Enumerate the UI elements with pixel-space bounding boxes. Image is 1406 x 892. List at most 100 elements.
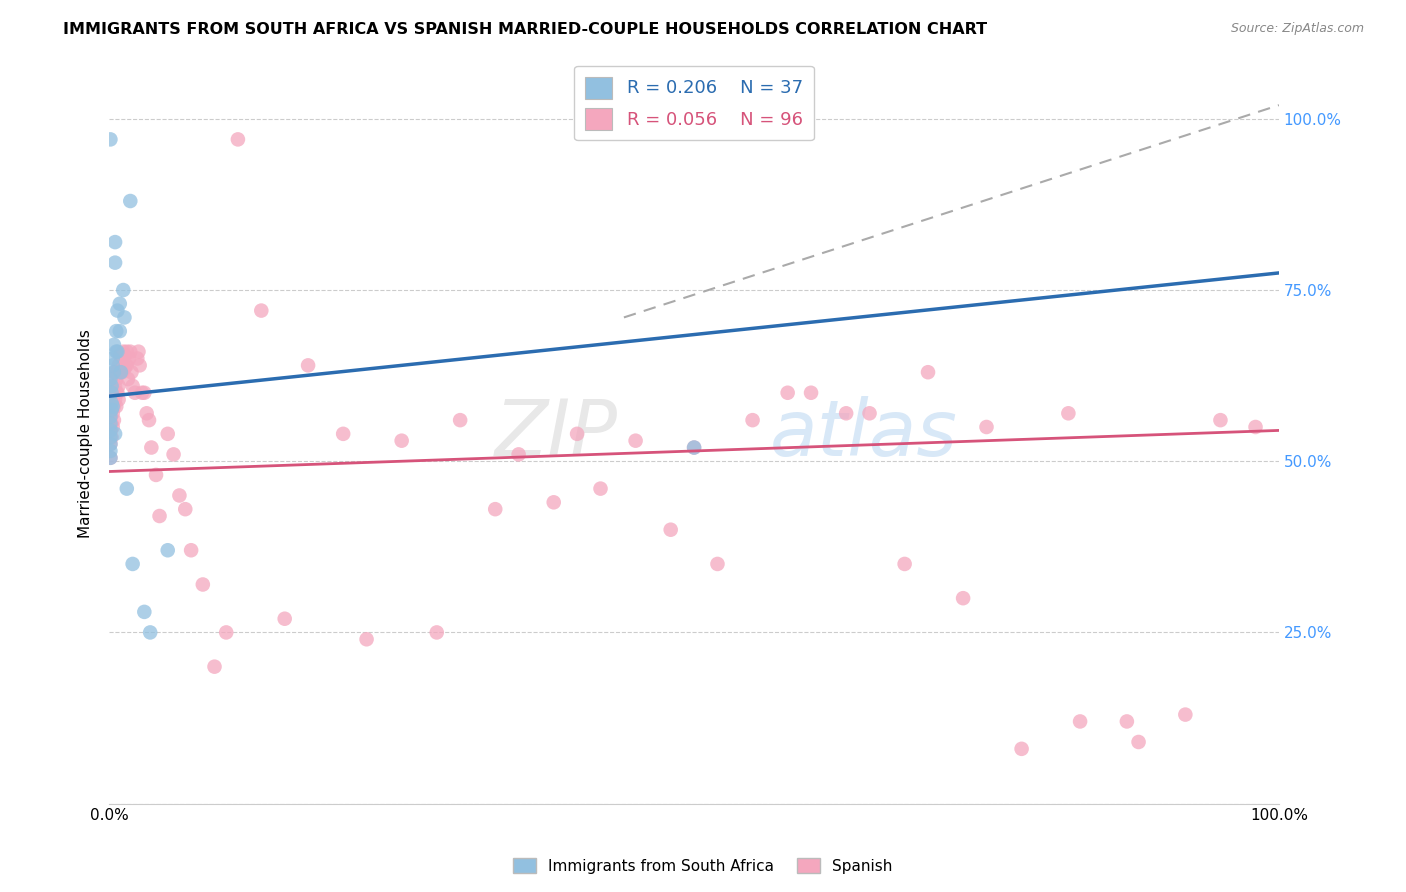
Point xyxy=(114,348,136,362)
Point xyxy=(250,303,273,318)
Text: atlas: atlas xyxy=(770,396,957,472)
Point xyxy=(191,577,214,591)
Point xyxy=(134,605,156,619)
Point xyxy=(108,348,131,362)
Point xyxy=(112,283,135,297)
Point xyxy=(356,632,378,647)
Point xyxy=(741,413,763,427)
Text: IMMIGRANTS FROM SOUTH AFRICA VS SPANISH MARRIED-COUPLE HOUSEHOLDS CORRELATION CH: IMMIGRANTS FROM SOUTH AFRICA VS SPANISH … xyxy=(63,22,987,37)
Point xyxy=(107,344,129,359)
Point xyxy=(426,625,449,640)
Point xyxy=(103,385,125,400)
Point xyxy=(174,502,197,516)
Point xyxy=(114,361,136,376)
Point xyxy=(117,372,139,386)
Point xyxy=(104,235,127,249)
Point xyxy=(105,372,128,386)
Point xyxy=(107,365,129,379)
Point xyxy=(100,417,122,431)
Point xyxy=(169,488,191,502)
Point xyxy=(103,365,125,379)
Point xyxy=(800,385,823,400)
Point xyxy=(134,385,156,400)
Point xyxy=(100,450,122,465)
Point xyxy=(105,400,128,414)
Point xyxy=(508,447,530,461)
Point xyxy=(145,467,167,482)
Point xyxy=(100,430,122,444)
Point xyxy=(156,426,179,441)
Point xyxy=(108,365,131,379)
Point xyxy=(107,303,129,318)
Point xyxy=(111,348,134,362)
Point xyxy=(101,392,124,407)
Point xyxy=(141,441,163,455)
Point xyxy=(391,434,413,448)
Point xyxy=(683,441,706,455)
Point xyxy=(624,434,647,448)
Point xyxy=(100,396,122,410)
Point xyxy=(103,338,125,352)
Point xyxy=(127,344,149,359)
Point xyxy=(105,324,128,338)
Point xyxy=(110,365,132,379)
Point xyxy=(1011,742,1033,756)
Point xyxy=(107,379,129,393)
Point xyxy=(115,344,138,359)
Point xyxy=(131,385,153,400)
Point xyxy=(118,351,141,366)
Point xyxy=(120,344,142,359)
Point xyxy=(1174,707,1197,722)
Point xyxy=(565,426,588,441)
Point xyxy=(776,385,799,400)
Point xyxy=(100,450,122,465)
Point xyxy=(1115,714,1137,729)
Point xyxy=(112,359,135,373)
Point xyxy=(204,659,226,673)
Point xyxy=(100,402,122,417)
Point xyxy=(858,406,880,420)
Point xyxy=(101,351,124,366)
Point xyxy=(100,417,122,431)
Point xyxy=(110,365,132,379)
Point xyxy=(120,194,142,208)
Point xyxy=(332,426,354,441)
Point xyxy=(215,625,238,640)
Point xyxy=(100,424,122,438)
Point xyxy=(100,444,122,458)
Point xyxy=(1069,714,1091,729)
Text: Source: ZipAtlas.com: Source: ZipAtlas.com xyxy=(1230,22,1364,36)
Point xyxy=(589,482,612,496)
Point xyxy=(100,385,122,400)
Point xyxy=(100,409,122,424)
Point xyxy=(835,406,858,420)
Point xyxy=(100,402,122,417)
Point xyxy=(100,437,122,451)
Point xyxy=(111,365,134,379)
Point xyxy=(121,365,143,379)
Point xyxy=(139,625,162,640)
Point xyxy=(100,424,122,438)
Point xyxy=(893,557,915,571)
Point xyxy=(917,365,939,379)
Point xyxy=(297,359,319,373)
Point xyxy=(659,523,682,537)
Point xyxy=(976,420,998,434)
Point xyxy=(114,359,136,373)
Point xyxy=(101,406,124,420)
Legend: Immigrants from South Africa, Spanish: Immigrants from South Africa, Spanish xyxy=(508,852,898,880)
Point xyxy=(484,502,506,516)
Point xyxy=(101,359,124,373)
Point xyxy=(107,385,129,400)
Point xyxy=(124,385,146,400)
Point xyxy=(273,612,295,626)
Point xyxy=(115,359,138,373)
Point xyxy=(100,437,122,451)
Point xyxy=(138,413,160,427)
Point xyxy=(103,413,125,427)
Point xyxy=(952,591,974,606)
Point xyxy=(100,379,122,393)
Point xyxy=(100,132,122,146)
Point xyxy=(115,482,138,496)
Point xyxy=(104,392,127,407)
